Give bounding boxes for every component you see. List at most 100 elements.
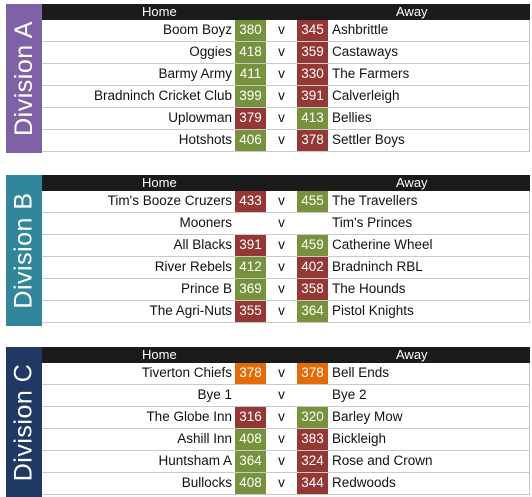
home-score: 406 bbox=[235, 130, 266, 151]
away-team: Calverleigh bbox=[328, 86, 530, 107]
versus-label: v bbox=[278, 22, 285, 37]
header-away: Away bbox=[396, 347, 428, 362]
away-score: 344 bbox=[297, 473, 328, 494]
home-score bbox=[235, 213, 266, 234]
table-row: Bye 1 v Bye 2 bbox=[42, 385, 530, 407]
division-b-table: Home Away Tim's Booze Cruzers 433 v 455 The Tr… bbox=[42, 175, 530, 323]
division-label: Division B bbox=[9, 192, 38, 309]
versus-label: v bbox=[278, 193, 285, 208]
home-score: 408 bbox=[235, 473, 266, 494]
table-row: Tim's Booze Cruzers 433 v 455 The Travellers bbox=[42, 191, 530, 213]
away-team: Bye 2 bbox=[328, 385, 530, 406]
division-label: Division A bbox=[9, 21, 38, 136]
away-score: 359 bbox=[297, 42, 328, 63]
table-row: Huntsham A 364 v 324 Rose and Crown bbox=[42, 451, 530, 473]
home-team: Bullocks bbox=[181, 475, 232, 490]
versus-label: v bbox=[278, 303, 285, 318]
away-team: Bell Ends bbox=[328, 363, 530, 384]
header-home: Home bbox=[142, 347, 177, 362]
division-a-table: Home Away Boom Boyz 380 v 345 Ashbrittle Oggies… bbox=[42, 4, 530, 152]
away-team: The Hounds bbox=[328, 279, 530, 300]
away-team: Catherine Wheel bbox=[328, 235, 530, 256]
table-row: Prince B 369 v 358 The Hounds bbox=[42, 279, 530, 301]
away-team: Redwoods bbox=[328, 473, 530, 494]
table-row: Tiverton Chiefs 378 v 378 Bell Ends bbox=[42, 363, 530, 385]
versus-label: v bbox=[278, 453, 285, 468]
home-team: Hotshots bbox=[178, 132, 232, 147]
versus-label: v bbox=[278, 44, 285, 59]
home-score: 355 bbox=[235, 301, 266, 322]
table-row: Oggies 418 v 359 Castaways bbox=[42, 42, 530, 64]
versus-label: v bbox=[278, 475, 285, 490]
away-team: The Farmers bbox=[328, 64, 530, 85]
home-team: Tiverton Chiefs bbox=[141, 365, 232, 380]
home-team: Ashill Inn bbox=[177, 431, 232, 446]
away-score bbox=[297, 385, 328, 406]
away-score: 345 bbox=[297, 20, 328, 41]
away-score: 413 bbox=[297, 108, 328, 129]
division-b-block: Division B Home Away Tim's Booze Cruzers 433… bbox=[6, 175, 530, 326]
table-row: The Agri-Nuts 355 v 364 Pistol Knights bbox=[42, 301, 530, 323]
home-score: 418 bbox=[235, 42, 266, 63]
away-team: Pistol Knights bbox=[328, 301, 530, 322]
versus-label: v bbox=[278, 132, 285, 147]
division-a-block: Division A Home Away Boom Boyz 380 v 345 Ashbri… bbox=[6, 4, 530, 153]
table-row: Hotshots 406 v 378 Settler Boys bbox=[42, 130, 530, 152]
versus-label: v bbox=[278, 365, 285, 380]
division-label: Division C bbox=[9, 363, 38, 481]
home-score: 379 bbox=[235, 108, 266, 129]
away-score: 378 bbox=[297, 363, 328, 384]
home-team: The Agri-Nuts bbox=[149, 303, 232, 318]
versus-label: v bbox=[278, 88, 285, 103]
away-team: Bradninch RBL bbox=[328, 257, 530, 278]
home-team: Huntsham A bbox=[158, 453, 232, 468]
away-team: Rose and Crown bbox=[328, 451, 530, 472]
table-row: Uplowman 379 v 413 Bellies bbox=[42, 108, 530, 130]
away-team: Castaways bbox=[328, 42, 530, 63]
home-score: 369 bbox=[235, 279, 266, 300]
away-score: 383 bbox=[297, 429, 328, 450]
home-team: All Blacks bbox=[173, 237, 232, 252]
away-score: 358 bbox=[297, 279, 328, 300]
home-score: 399 bbox=[235, 86, 266, 107]
home-score: 411 bbox=[235, 64, 266, 85]
home-team: Mooners bbox=[179, 215, 232, 230]
away-team: Bickleigh bbox=[328, 429, 530, 450]
away-score: 391 bbox=[297, 86, 328, 107]
table-row: All Blacks 391 v 459 Catherine Wheel bbox=[42, 235, 530, 257]
home-score: 378 bbox=[235, 363, 266, 384]
away-team: Bellies bbox=[328, 108, 530, 129]
home-team: River Rebels bbox=[154, 259, 232, 274]
home-team: Barmy Army bbox=[158, 66, 232, 81]
table-row: Boom Boyz 380 v 345 Ashbrittle bbox=[42, 20, 530, 42]
versus-label: v bbox=[278, 431, 285, 446]
division-a-label-bar: Division A bbox=[6, 4, 42, 153]
home-score: 433 bbox=[235, 191, 266, 212]
table-row: Bullocks 408 v 344 Redwoods bbox=[42, 473, 530, 495]
home-team: The Globe Inn bbox=[146, 409, 232, 424]
header-home: Home bbox=[142, 175, 177, 190]
header-away: Away bbox=[396, 4, 428, 19]
table-header: Home Away bbox=[42, 347, 530, 363]
away-score: 455 bbox=[297, 191, 328, 212]
table-row: Ashill Inn 408 v 383 Bickleigh bbox=[42, 429, 530, 451]
home-score: 391 bbox=[235, 235, 266, 256]
home-score: 364 bbox=[235, 451, 266, 472]
versus-label: v bbox=[278, 259, 285, 274]
table-header: Home Away bbox=[42, 175, 530, 191]
table-row: The Globe Inn 316 v 320 Barley Mow bbox=[42, 407, 530, 429]
table-row: Mooners v Tim's Princes bbox=[42, 213, 530, 235]
versus-label: v bbox=[278, 66, 285, 81]
versus-label: v bbox=[278, 237, 285, 252]
home-team: Oggies bbox=[189, 44, 232, 59]
away-score: 402 bbox=[297, 257, 328, 278]
home-score: 412 bbox=[235, 257, 266, 278]
home-team: Tim's Booze Cruzers bbox=[107, 193, 232, 208]
home-score bbox=[235, 385, 266, 406]
home-team: Bye 1 bbox=[197, 387, 232, 402]
home-score: 380 bbox=[235, 20, 266, 41]
table-row: Bradninch Cricket Club 399 v 391 Calverleigh bbox=[42, 86, 530, 108]
home-team: Bradninch Cricket Club bbox=[93, 88, 232, 103]
division-c-table: Home Away Tiverton Chiefs 378 v 378 Bell Ends B… bbox=[42, 347, 530, 495]
header-home: Home bbox=[142, 4, 177, 19]
